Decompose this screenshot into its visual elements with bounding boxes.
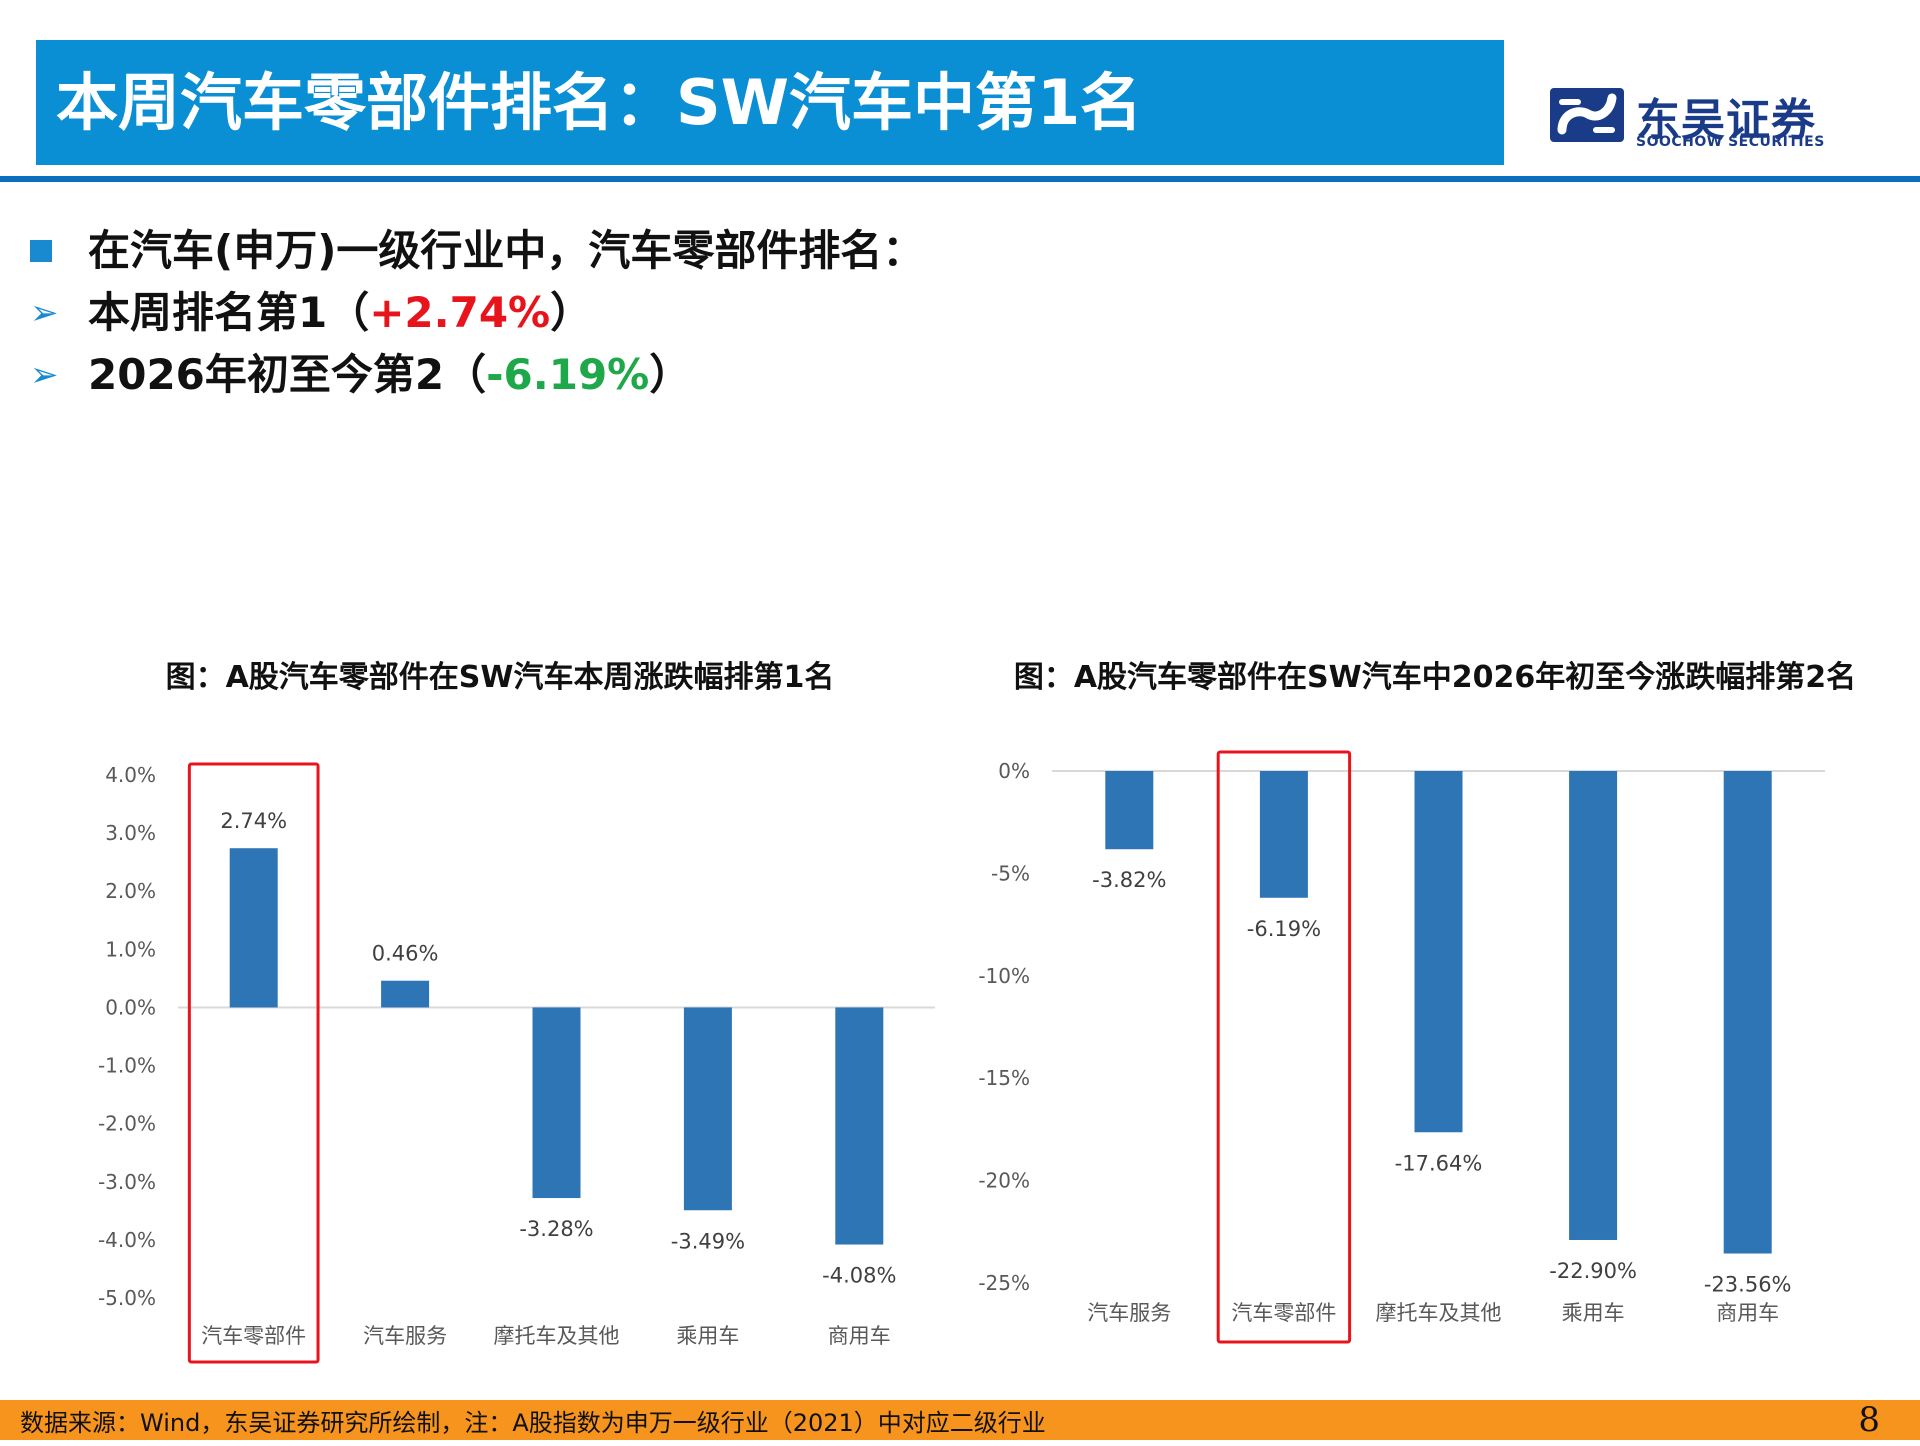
data-label: -23.56% [1704, 1273, 1792, 1297]
category-label: 汽车服务 [1087, 1301, 1171, 1325]
bullet-ytd-text: 2026年初至今第2（-6.19%） [88, 344, 691, 406]
category-label: 汽车零部件 [201, 1324, 306, 1348]
y-tick-label: -2.0% [98, 1112, 156, 1136]
highlight-box [1216, 750, 1352, 1344]
y-tick-label: -5.0% [98, 1286, 156, 1310]
category-label: 汽车零部件 [1231, 1301, 1336, 1325]
bar-汽车服务 [1105, 771, 1154, 850]
highlight-box [187, 762, 320, 1364]
bar-乘用车 [683, 1007, 732, 1211]
company-logo: 东吴证券 SOOCHOW SECURITIES [1548, 84, 1828, 154]
y-tick-label: 0% [998, 759, 1030, 783]
y-tick-label: -15% [978, 1066, 1030, 1090]
ytd-suffix: ） [649, 350, 692, 399]
data-label: -4.08% [822, 1264, 896, 1288]
y-tick-label: 0.0% [105, 995, 156, 1019]
category-label: 乘用车 [1562, 1301, 1625, 1325]
chart-weekly: 4.0% 3.0% 2.0% 1.0% 0.0% -1.0% -2.0% -3.0% -4.0%… [98, 762, 935, 1364]
logo-text-en: SOOCHOW SECURITIES [1636, 134, 1825, 150]
y-tick-label: 3.0% [105, 821, 156, 845]
title-bar: 本周汽车零部件排名：SW汽车中第1名 [36, 40, 1504, 165]
ytd-value: -6.19% [486, 350, 650, 399]
week-suffix: ） [550, 288, 593, 337]
category-label: 汽车服务 [363, 1324, 447, 1348]
square-bullet-icon [30, 220, 90, 282]
y-tick-label: -5% [991, 861, 1030, 885]
y-tick-label: -10% [978, 964, 1030, 988]
data-label: -3.49% [671, 1229, 745, 1253]
y-tick-label: 2.0% [105, 879, 156, 903]
y-tick-label: 1.0% [105, 937, 156, 961]
category-label: 摩托车及其他 [494, 1324, 620, 1348]
soochow-logo-icon [1550, 88, 1624, 142]
data-label: -6.19% [1247, 917, 1321, 941]
data-label: -3.28% [519, 1217, 593, 1241]
ytd-prefix: 2026年初至今第2（ [88, 350, 487, 399]
page-number: 8 [1858, 1400, 1880, 1440]
bar-商用车 [835, 1007, 884, 1245]
logo-text-cn: 东吴证券 [1636, 95, 1816, 146]
data-label: -22.90% [1549, 1259, 1637, 1283]
week-prefix: 本周排名第1（ [88, 288, 370, 337]
bar-汽车零部件 [1259, 771, 1308, 898]
y-tick-label: -25% [978, 1271, 1030, 1295]
bar-摩托车及其他 [1414, 771, 1463, 1133]
bullet-intro-text: 在汽车(申万)一级行业中，汽车零部件排名： [88, 226, 925, 275]
category-label: 商用车 [1716, 1301, 1779, 1325]
week-value: +2.74% [369, 288, 551, 337]
data-source-note: 数据来源：Wind，东吴证券研究所绘制，注：A股指数为申万一级行业（2021）中… [20, 1409, 1046, 1437]
y-tick-label: -3.0% [98, 1170, 156, 1194]
category-label: 商用车 [828, 1324, 891, 1348]
title-divider [0, 176, 1920, 182]
y-tick-label: -4.0% [98, 1228, 156, 1252]
data-label: 2.74% [220, 809, 287, 833]
chart-title-ytd: 图：A股汽车零部件在SW汽车中2026年初至今涨跌幅排第2名 [1013, 660, 1857, 695]
category-label: 摩托车及其他 [1376, 1301, 1502, 1325]
bar-汽车零部件 [229, 848, 278, 1008]
data-label: -3.82% [1092, 868, 1166, 892]
category-label: 乘用车 [676, 1324, 739, 1348]
bar-商用车 [1723, 771, 1772, 1254]
y-tick-label: -1.0% [98, 1054, 156, 1078]
chart-title-weekly: 图：A股汽车零部件在SW汽车本周涨跌幅排第1名 [165, 660, 835, 695]
arrow-bullet-icon: ➢ [30, 293, 59, 333]
bar-汽车服务 [381, 980, 430, 1008]
arrow-bullet-icon: ➢ [30, 355, 59, 395]
bullet-week-text: 本周排名第1（+2.74%） [88, 282, 592, 344]
page-title: 本周汽车零部件排名：SW汽车中第1名 [56, 66, 1143, 139]
y-tick-label: 4.0% [105, 763, 156, 787]
y-tick-label: -20% [978, 1169, 1030, 1193]
bar-摩托车及其他 [532, 1007, 581, 1199]
data-label: -17.64% [1395, 1151, 1483, 1175]
bar-乘用车 [1569, 771, 1618, 1240]
data-label: 0.46% [372, 942, 439, 966]
chart-ytd: 0% -5% -10% -15% -20% -25% -3.82% 汽车服务 -6.19% 汽车零… [978, 750, 1825, 1344]
footer-bar: 数据来源：Wind，东吴证券研究所绘制，注：A股指数为申万一级行业（2021）中… [0, 1400, 1920, 1440]
